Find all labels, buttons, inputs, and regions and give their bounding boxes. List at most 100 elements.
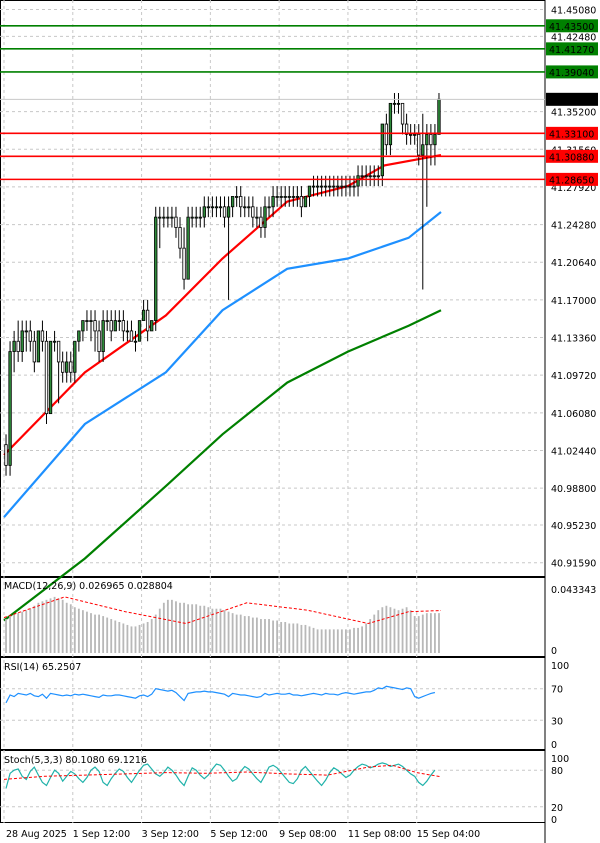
moving-average-line	[3, 211, 442, 518]
macd-title: MACD(12,26,9) 0.026965 0.028804	[4, 581, 173, 592]
price-level-tag	[546, 149, 598, 163]
candle-body	[129, 330, 134, 342]
moving-average-line	[3, 309, 442, 622]
candle-body	[198, 216, 202, 219]
price-tick-label: 41.13360	[551, 334, 596, 345]
candle-body	[85, 320, 89, 322]
current-price-tag	[546, 92, 598, 106]
candle-body	[194, 216, 198, 219]
candle-body	[24, 330, 28, 333]
candle-body	[287, 196, 291, 198]
rsi-title: RSI(14) 65.2507	[4, 662, 81, 673]
candle-body	[166, 216, 170, 219]
panel-frame-price	[0, 0, 546, 577]
candle-body	[404, 123, 409, 135]
rsi-tick-label: 100	[551, 661, 569, 672]
candle-body	[56, 340, 61, 363]
macd-tick-label: 0	[551, 646, 557, 657]
rsi-line	[5, 685, 436, 704]
moving-average-line	[3, 154, 442, 456]
candle-body	[137, 320, 142, 342]
stoch-main-line	[5, 762, 436, 789]
price-level-tag	[546, 126, 598, 140]
candle-body	[113, 320, 117, 332]
candle-body	[162, 216, 166, 219]
candle-body	[433, 133, 437, 146]
stoch-tick-label: 80	[551, 766, 563, 777]
candle-body	[271, 196, 275, 208]
candle-body	[202, 206, 206, 218]
candle-body	[255, 216, 259, 219]
candle-body	[190, 216, 194, 219]
candle-body	[210, 206, 215, 209]
candle-body	[328, 185, 332, 188]
candle-body	[20, 330, 24, 352]
candle-body	[206, 206, 210, 209]
candle-body	[44, 340, 49, 415]
candle-body	[81, 320, 85, 332]
candle-body	[417, 133, 421, 156]
candle-body	[117, 320, 121, 322]
candle-body	[413, 133, 417, 136]
candle-body	[368, 175, 372, 178]
candle-body	[214, 206, 219, 209]
stoch-tick-label: 100	[551, 754, 569, 765]
candle-body	[283, 196, 287, 198]
stoch-signal-line	[3, 764, 442, 780]
price-level-label: 41.43500	[549, 22, 594, 33]
candle-body	[243, 206, 247, 209]
candle-body	[376, 175, 380, 178]
price-level-label: 41.33100	[549, 129, 594, 140]
candle-body	[332, 185, 336, 188]
candle-body	[352, 185, 356, 188]
candle-body	[396, 102, 401, 105]
candle-body	[235, 196, 239, 198]
candle-body	[154, 216, 158, 321]
price-tick-label: 41.24280	[551, 221, 596, 232]
price-tick-label: 41.27920	[551, 183, 596, 194]
candle-body	[170, 216, 174, 219]
price-level-tag	[546, 42, 598, 56]
candle-body	[36, 330, 41, 363]
stoch-title: Stoch(5,3,3) 80.1080 69.1216	[4, 755, 147, 766]
candle-body	[105, 320, 109, 322]
stoch-tick-label: 20	[551, 803, 563, 814]
rsi-tick-label: 0	[551, 740, 557, 751]
candle-body	[279, 196, 283, 198]
candle-body	[150, 320, 154, 332]
candle-body	[303, 196, 308, 208]
candle-body	[73, 340, 77, 373]
candle-body	[97, 330, 101, 352]
price-level-label: 41.39040	[549, 68, 594, 79]
candle-body	[101, 320, 105, 352]
candle-body	[319, 185, 324, 188]
candle-body	[8, 351, 12, 466]
candle-body	[421, 144, 425, 156]
candle-body	[380, 123, 384, 177]
price-tick-label: 41.17000	[551, 296, 596, 307]
candle-body	[429, 133, 433, 146]
candle-body	[400, 102, 405, 125]
candle-body	[263, 206, 267, 228]
price-tick-label: 41.02440	[551, 446, 596, 457]
candle-body	[315, 185, 320, 188]
candle-body	[259, 216, 263, 228]
candle-body	[247, 206, 251, 209]
candle-body	[174, 216, 178, 228]
time-tick-label: 28 Aug 2025	[6, 829, 67, 840]
candle-body	[178, 227, 182, 249]
candle-body	[340, 185, 344, 188]
candle-body	[141, 309, 146, 321]
price-tick-label: 41.06080	[551, 409, 596, 420]
macd-tick-label: 0.043343	[551, 585, 596, 596]
current-price-label: 41.36390	[549, 95, 594, 106]
candle-body	[372, 175, 376, 178]
candle-body	[295, 196, 300, 198]
rsi-tick-label: 30	[551, 716, 563, 727]
candle-body	[89, 320, 93, 322]
candle-body	[121, 320, 126, 332]
price-level-tag	[546, 172, 598, 186]
price-tick-label: 41.35200	[551, 108, 596, 119]
candle-body	[32, 340, 37, 363]
candle-body	[392, 102, 397, 105]
